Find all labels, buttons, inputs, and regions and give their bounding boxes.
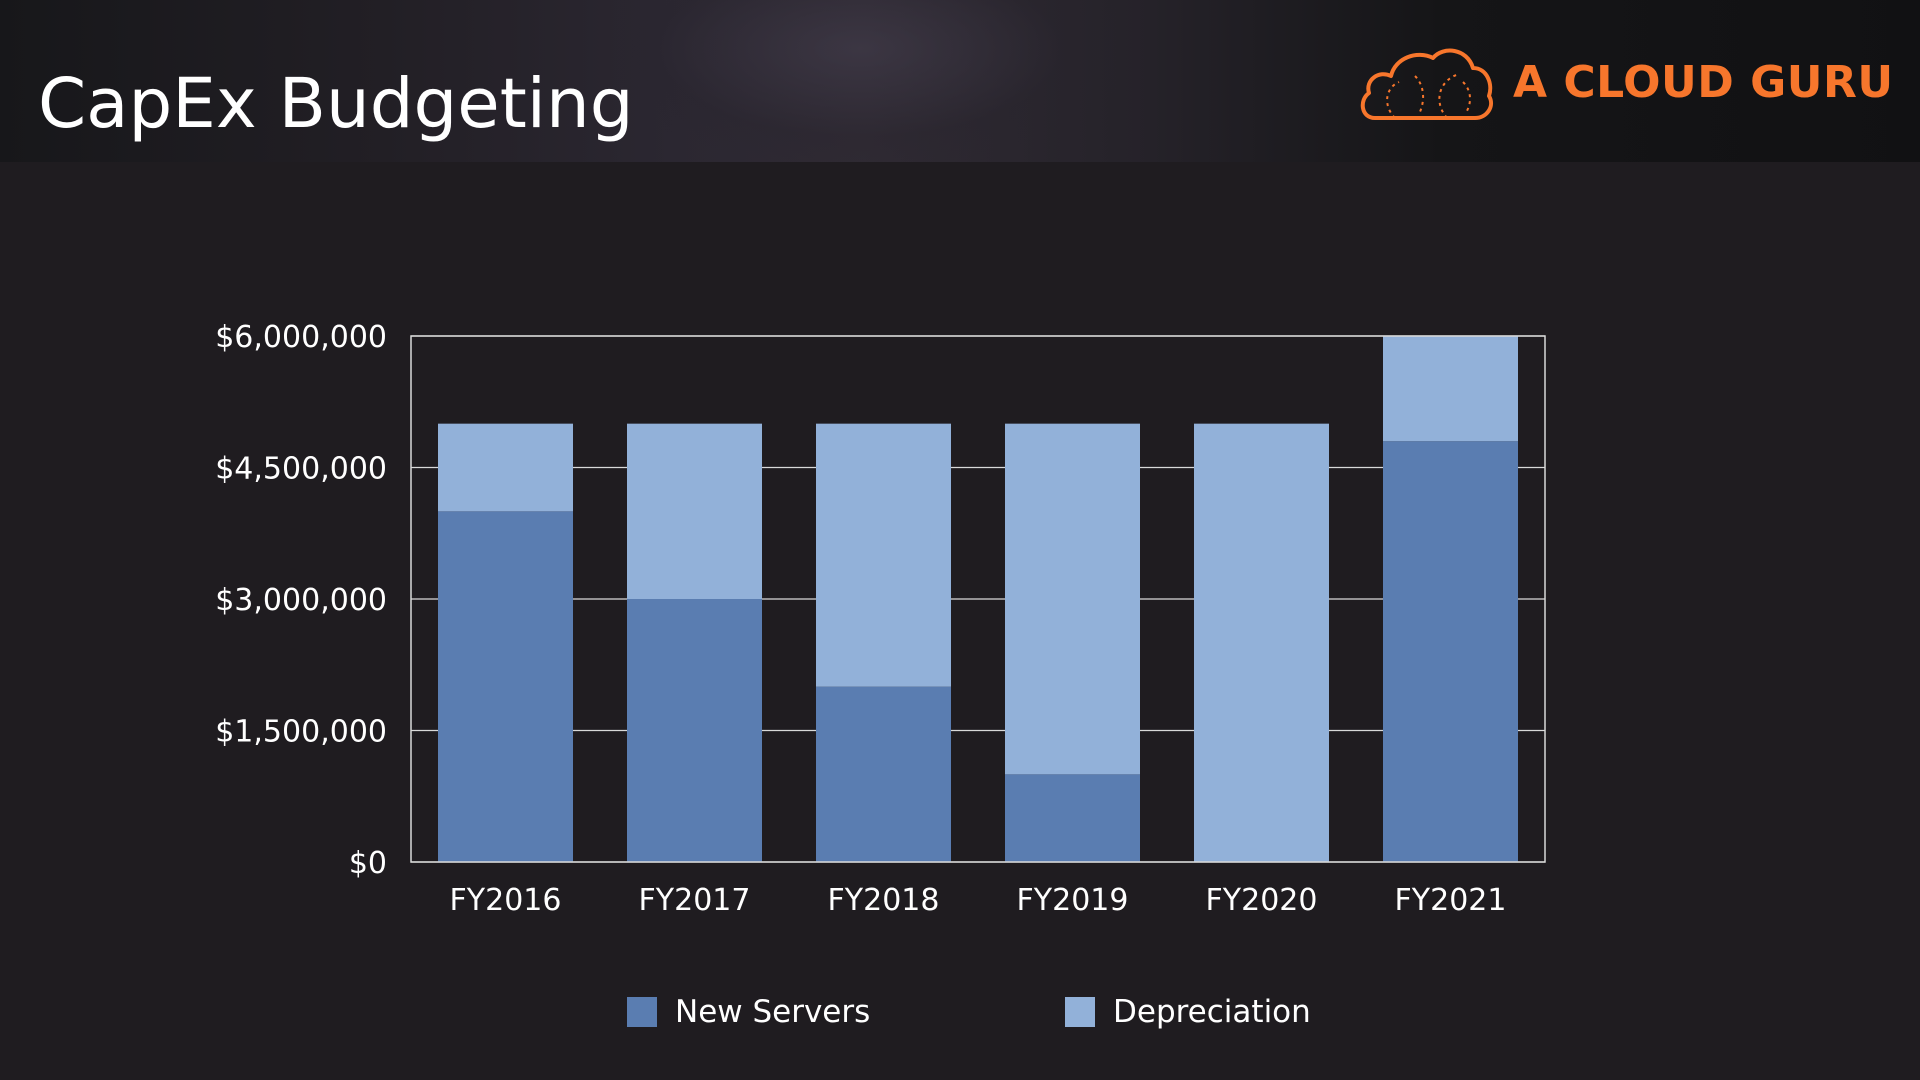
bar-new-servers-fy2021 (1383, 441, 1518, 862)
bar-depreciation-fy2018 (816, 423, 951, 687)
bar-depreciation-fy2021 (1383, 336, 1518, 442)
x-tick-label: FY2016 (450, 883, 562, 918)
legend-swatch-new-servers (627, 997, 657, 1027)
bar-depreciation-fy2017 (627, 423, 762, 599)
bar-new-servers-fy2016 (438, 511, 573, 862)
x-tick-label: FY2017 (639, 883, 751, 918)
brand-logo: A CLOUD GURU (1355, 40, 1894, 125)
x-tick-label: FY2018 (828, 883, 940, 918)
x-tick-label: FY2019 (1017, 883, 1129, 918)
bar-depreciation-fy2016 (438, 423, 573, 512)
y-tick-label: $0 (349, 846, 387, 881)
legend-swatch-depreciation (1065, 997, 1095, 1027)
header-banner (0, 0, 1920, 162)
legend-label-new-servers: New Servers (675, 994, 871, 1030)
bar-depreciation-fy2020 (1194, 423, 1329, 862)
x-tick-label: FY2021 (1395, 883, 1507, 918)
cloud-logo-icon (1360, 48, 1494, 120)
bar-new-servers-fy2017 (627, 599, 762, 862)
legend-label-depreciation: Depreciation (1113, 994, 1311, 1030)
y-tick-label: $3,000,000 (215, 583, 387, 618)
legend-item-depreciation: Depreciation (1065, 990, 1311, 1034)
y-tick-label: $1,500,000 (215, 715, 387, 750)
bar-new-servers-fy2019 (1005, 774, 1140, 862)
slide-title: CapEx Budgeting (38, 64, 634, 144)
chart-legend: New Servers Depreciation (0, 990, 1920, 1034)
y-tick-label: $6,000,000 (215, 320, 387, 355)
plot-frame (410, 335, 1546, 863)
bar-depreciation-fy2019 (1005, 423, 1140, 775)
y-tick-label: $4,500,000 (215, 452, 387, 487)
x-tick-label: FY2020 (1206, 883, 1318, 918)
banner-background-photo (600, 0, 1120, 162)
brand-name: A CLOUD GURU (1513, 57, 1894, 108)
legend-item-new-servers: New Servers (627, 990, 870, 1034)
bar-new-servers-fy2018 (816, 686, 951, 862)
